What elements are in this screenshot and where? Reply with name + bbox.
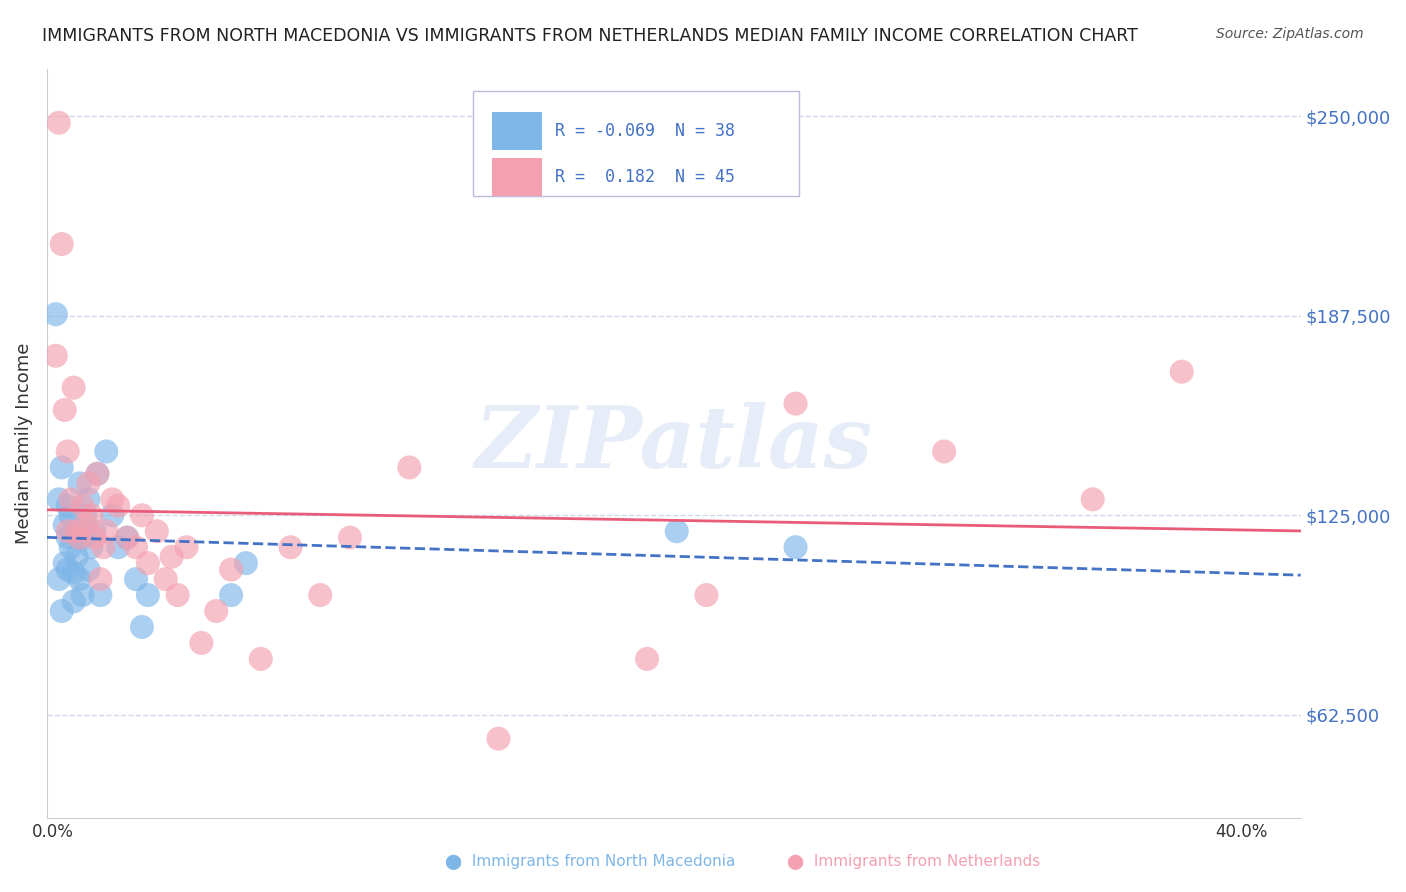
Y-axis label: Median Family Income: Median Family Income (15, 343, 32, 544)
Point (101, 508, 124, 523)
Point (59, 540, 82, 554)
Point (932, 444, 955, 458)
Point (83, 531, 105, 545)
Point (1081, 492, 1104, 507)
Point (86, 467, 108, 481)
Point (77, 563, 100, 577)
FancyBboxPatch shape (492, 112, 543, 150)
Point (51, 237, 73, 252)
Point (146, 524, 169, 539)
Point (69, 572, 91, 586)
Point (62, 594, 84, 608)
Point (96, 524, 118, 539)
Point (125, 572, 148, 586)
Point (53, 403, 76, 417)
Point (695, 588, 717, 602)
Point (96, 444, 118, 458)
Point (249, 652, 271, 666)
Point (1171, 365, 1194, 379)
Point (69, 531, 91, 545)
Point (91, 540, 114, 554)
Point (45, 307, 67, 321)
Point (125, 540, 148, 554)
Point (62, 381, 84, 395)
Point (89, 572, 111, 586)
Point (62, 566, 84, 580)
FancyBboxPatch shape (492, 159, 543, 196)
Point (785, 540, 807, 554)
Point (398, 460, 420, 475)
Point (56, 531, 79, 545)
Point (101, 492, 124, 507)
Point (51, 604, 73, 618)
Point (190, 636, 212, 650)
Point (785, 396, 807, 410)
Point (56, 563, 79, 577)
Point (339, 531, 361, 545)
Point (53, 517, 76, 532)
Point (75, 508, 97, 523)
Point (65, 524, 87, 539)
Point (131, 620, 153, 634)
Point (89, 588, 111, 602)
Point (235, 556, 257, 570)
Point (69, 476, 91, 491)
Point (72, 499, 94, 513)
Point (107, 540, 129, 554)
Point (83, 524, 105, 539)
Point (166, 588, 188, 602)
Text: R = -0.069  N = 38: R = -0.069 N = 38 (554, 122, 735, 140)
Point (77, 492, 100, 507)
Text: Source: ZipAtlas.com: Source: ZipAtlas.com (1216, 27, 1364, 41)
Point (56, 499, 79, 513)
Point (65, 524, 87, 539)
Point (665, 524, 688, 539)
Point (115, 531, 138, 545)
Point (136, 556, 159, 570)
Point (155, 572, 177, 586)
Point (131, 508, 153, 523)
Point (176, 540, 198, 554)
Point (80, 508, 103, 523)
FancyBboxPatch shape (474, 91, 799, 196)
Point (48, 572, 70, 586)
Text: IMMIGRANTS FROM NORTH MACEDONIA VS IMMIGRANTS FROM NETHERLANDS MEDIAN FAMILY INC: IMMIGRANTS FROM NORTH MACEDONIA VS IMMIG… (42, 27, 1137, 45)
Point (75, 517, 97, 532)
Point (219, 563, 242, 577)
Point (51, 460, 73, 475)
Point (488, 731, 510, 746)
Text: ⬤  Immigrants from North Macedonia: ⬤ Immigrants from North Macedonia (446, 854, 735, 870)
Point (309, 588, 332, 602)
Point (77, 476, 100, 491)
Text: ZIPatlas: ZIPatlas (475, 401, 873, 485)
Point (56, 444, 79, 458)
Point (219, 588, 242, 602)
Point (56, 524, 79, 539)
Point (48, 116, 70, 130)
Point (72, 588, 94, 602)
Point (86, 467, 108, 481)
Point (205, 604, 228, 618)
Point (80, 540, 103, 554)
Point (48, 492, 70, 507)
Text: ⬤  Immigrants from Netherlands: ⬤ Immigrants from Netherlands (787, 854, 1040, 870)
Point (72, 531, 94, 545)
Point (115, 531, 138, 545)
Point (136, 588, 159, 602)
Text: R =  0.182  N = 45: R = 0.182 N = 45 (554, 168, 735, 186)
Point (636, 652, 658, 666)
Point (65, 549, 87, 564)
Point (59, 508, 82, 523)
Point (280, 540, 302, 554)
Point (107, 499, 129, 513)
Point (59, 492, 82, 507)
Point (160, 549, 183, 564)
Point (53, 556, 76, 570)
Point (45, 349, 67, 363)
